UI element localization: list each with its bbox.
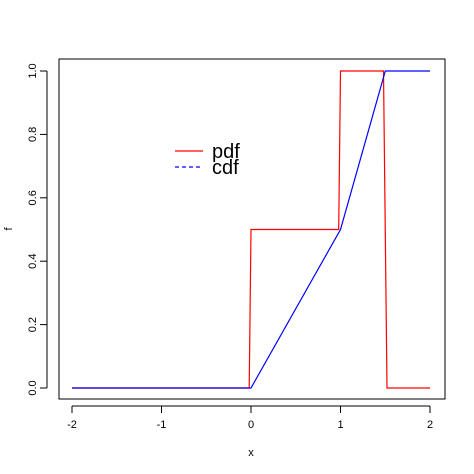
x-tick-label: 2 xyxy=(427,419,433,431)
x-tick-label: 0 xyxy=(248,419,254,431)
x-tick-label: -2 xyxy=(67,419,77,431)
plot-frame xyxy=(58,58,446,400)
y-axis-title: f xyxy=(3,227,15,231)
legend-label-cdf: cdf xyxy=(212,157,239,179)
legend-label-pdf: pdf xyxy=(212,141,240,163)
y-tick-label: 1.0 xyxy=(27,63,39,78)
y-tick-label: 0.2 xyxy=(27,317,39,332)
y-tick-label: 0.4 xyxy=(27,254,39,269)
y-tick-label: 0.6 xyxy=(27,190,39,205)
series-layer xyxy=(72,70,430,389)
x-axis: -2 -1 0 1 2 xyxy=(67,405,433,431)
y-tick-label: 0.8 xyxy=(27,127,39,142)
series-line-pdf xyxy=(72,70,430,389)
x-tick-label: 1 xyxy=(337,419,343,431)
x-axis-title: x xyxy=(248,447,254,459)
x-tick-label: -1 xyxy=(157,419,167,431)
y-tick-label: 0.0 xyxy=(27,380,39,395)
series-line-cdf xyxy=(72,70,430,389)
y-axis: 0.0 0.2 0.4 0.6 0.8 1.0 xyxy=(27,63,48,396)
